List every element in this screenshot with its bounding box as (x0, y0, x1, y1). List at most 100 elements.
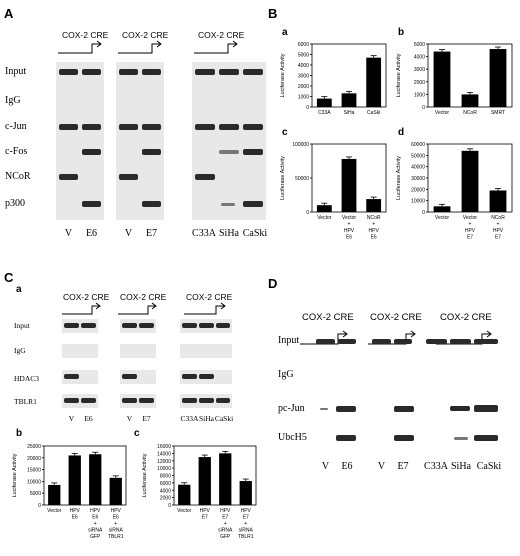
band (316, 339, 335, 344)
band (394, 406, 414, 412)
lane-label: C33A (424, 461, 448, 472)
y-tick-label: 50000 (411, 153, 425, 159)
blot-strip (62, 394, 98, 408)
category-label: HPV (90, 508, 101, 514)
chart-Bc: 0 50000 100000 Luciferase Activity Vector Vec… (280, 142, 387, 241)
y-tick-label: 10000 (27, 479, 41, 485)
band (216, 398, 230, 403)
bar (109, 477, 122, 505)
band (199, 398, 214, 403)
blot-strip (116, 62, 164, 220)
y-tick-label: 30000 (411, 176, 425, 182)
row-label-input: Input (5, 66, 27, 77)
band (372, 339, 391, 344)
cre-label: COX-2 CRE (370, 312, 422, 323)
panel-letter-a: A (4, 6, 14, 21)
band (338, 339, 356, 344)
category-label: SiHa (344, 110, 355, 116)
category-label: E6 (92, 515, 98, 521)
bar (198, 457, 211, 505)
y-tick-label: 2000 (414, 80, 425, 86)
band (336, 435, 356, 441)
band (394, 339, 412, 344)
bar (68, 455, 81, 505)
category-label: + (372, 222, 375, 228)
chart-Bb: 0 1000 2000 3000 4000 5000 Luciferase Activity… (396, 42, 513, 116)
y-tick-label: 1000 (298, 95, 309, 101)
bar (316, 98, 332, 107)
band (82, 124, 101, 130)
category-label: E7 (222, 515, 228, 521)
y-tick-label: 0 (38, 503, 41, 509)
category-label: + (94, 521, 97, 527)
category-label: HPV (465, 228, 476, 234)
lane-label: C33A (180, 414, 199, 423)
band (219, 124, 239, 130)
y-tick-label: 50000 (295, 176, 309, 182)
sub-letter-c: c (134, 428, 140, 439)
chart-Cb: 0 5000 10000 15000 20000 25000 Luciferase Acti… (12, 444, 127, 540)
bar (489, 190, 507, 212)
category-label: Vector (435, 110, 450, 116)
panel-letter-d: D (268, 276, 278, 291)
sub-letter-a: a (282, 27, 288, 38)
category-label: + (224, 521, 227, 527)
band (243, 69, 263, 75)
band (142, 149, 161, 155)
category-label: E7 (495, 235, 501, 241)
y-tick-label: 3000 (414, 67, 425, 73)
lane-label: V (64, 228, 73, 239)
cre-label: COX-2 CRE (440, 312, 492, 323)
band (142, 124, 161, 130)
bar (461, 94, 479, 107)
lane-label: V (126, 414, 133, 423)
category-label: + (469, 222, 472, 228)
bar (341, 158, 357, 212)
lane-label: SiHa (451, 461, 471, 472)
sub-letter-a: a (16, 284, 22, 295)
band (474, 405, 498, 412)
y-tick-label: 4000 (298, 63, 309, 69)
band (81, 323, 96, 328)
category-label: + (114, 521, 117, 527)
lane-label: E6 (341, 461, 353, 472)
blot-strip (120, 370, 156, 384)
band (81, 398, 96, 403)
category-label: NCoR (367, 215, 381, 221)
row-label-input: Input (14, 321, 30, 330)
band (122, 323, 137, 328)
bar (433, 51, 451, 107)
band (82, 201, 101, 207)
y-tick-label: 1000 (414, 92, 425, 98)
bar (48, 484, 61, 505)
bar (219, 453, 232, 505)
category-label: HPV (220, 508, 231, 514)
band (199, 374, 214, 379)
y-tick-label: 12000 (157, 459, 171, 465)
band (64, 398, 79, 403)
y-tick-label: 4000 (160, 488, 171, 494)
y-axis-label: Luciferase Activity (142, 453, 148, 497)
band (195, 174, 215, 180)
category-label: HPV (241, 508, 252, 514)
lane-label: E7 (397, 461, 409, 472)
band (182, 323, 197, 328)
blot-strip (120, 319, 156, 333)
lane-label: SiHa (199, 414, 214, 423)
lane-label: SiHa (219, 228, 239, 239)
band (454, 437, 468, 440)
y-tick-label: 3000 (298, 74, 309, 80)
band (320, 408, 328, 410)
y-tick-label: 40000 (411, 165, 425, 171)
category-label: Vector (342, 215, 357, 221)
band (64, 374, 79, 379)
lane-label: CaSki (476, 461, 502, 472)
band (243, 201, 263, 207)
band (221, 203, 235, 206)
row-label-igg: IgG (278, 369, 294, 380)
y-tick-label: 20000 (411, 187, 425, 193)
category-label: Vector (463, 215, 478, 221)
y-axis-label: Luciferase Activity (280, 53, 286, 97)
bar (489, 49, 507, 107)
sub-letter-c: c (282, 127, 288, 138)
